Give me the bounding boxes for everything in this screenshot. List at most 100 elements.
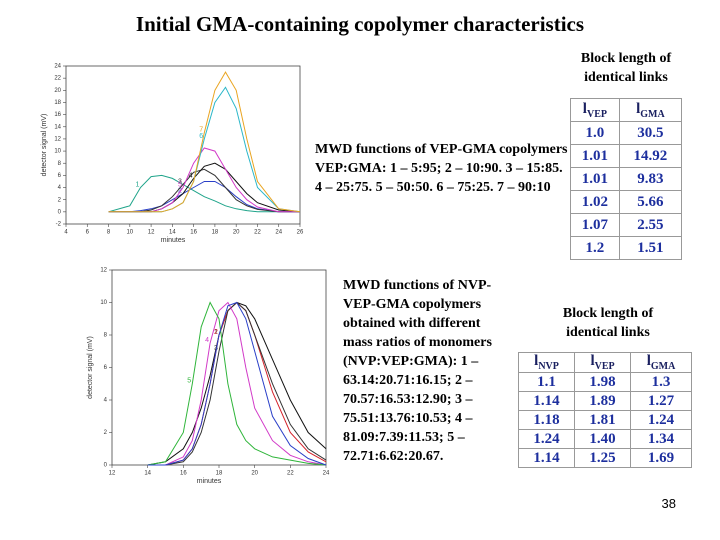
- curve-label: 3: [214, 345, 218, 352]
- cell: 1.51: [618, 236, 683, 260]
- cell: 1.07: [570, 213, 620, 237]
- cell: 1.14: [517, 448, 576, 468]
- curve: [108, 174, 300, 213]
- cell: 1.40: [574, 429, 632, 449]
- header-text: l: [636, 100, 641, 117]
- cell: 1.98: [574, 372, 632, 392]
- y-tick-label: 10: [100, 300, 107, 306]
- header-text: l: [582, 100, 587, 117]
- y-tick-label: 6: [58, 173, 62, 179]
- y-tick-label: 4: [104, 398, 108, 404]
- y-tick-label: 12: [54, 137, 61, 143]
- y-axis-label: detector signal (mV): [41, 114, 48, 177]
- curve-label: 5: [187, 378, 191, 385]
- curve-label: 4: [205, 337, 209, 344]
- x-tick-label: 8: [107, 230, 111, 236]
- curve: [147, 301, 327, 466]
- header-cell: lVEP: [574, 352, 632, 373]
- cell: 9.83: [618, 167, 683, 191]
- cell: 1.89: [574, 391, 632, 411]
- y-tick-label: 0: [104, 463, 108, 469]
- cell: 1.24: [630, 410, 692, 430]
- y-tick-label: 24: [54, 64, 61, 70]
- cell: 14.92: [618, 144, 683, 168]
- y-tick-label: 18: [54, 100, 61, 106]
- x-tick-label: 26: [297, 230, 304, 236]
- x-tick-label: 4: [64, 230, 68, 236]
- table: lVEP lGMA 1.0 30.5 1.01 14.92 1.01 9.83 1.02 5.66…: [570, 98, 683, 260]
- cell: 1.1: [517, 372, 576, 392]
- header-text: l: [534, 353, 539, 369]
- cell: 1.69: [630, 448, 692, 468]
- x-axis-label: minutes: [161, 237, 186, 244]
- caption: MWD functions of VEP-GMA copolymers VEP:…: [315, 142, 568, 195]
- x-tick-label: 12: [148, 230, 155, 236]
- curve-label: 1: [214, 329, 218, 336]
- curve: [108, 168, 300, 213]
- curve-label: 2: [214, 329, 218, 336]
- y-tick-label: 2: [58, 197, 62, 203]
- cell: 1.34: [630, 429, 692, 449]
- cell: 1.0: [570, 121, 620, 145]
- cell: 2.55: [618, 213, 683, 237]
- cell: 1.24: [517, 429, 576, 449]
- curve: [108, 71, 301, 213]
- header-text: l: [646, 353, 651, 369]
- y-tick-label: 8: [104, 333, 108, 339]
- curve-label: 7: [199, 127, 203, 134]
- page-number: 38: [661, 496, 676, 511]
- block-label: Block length of identical links: [580, 51, 672, 85]
- y-tick-label: 10: [54, 149, 61, 155]
- y-axis-label: detector signal (mV): [87, 336, 94, 399]
- y-tick-label: 2: [104, 430, 108, 436]
- x-tick-label: 6: [86, 230, 90, 236]
- plot-frame: [65, 65, 301, 225]
- curve-label: 3: [178, 178, 182, 185]
- y-tick-label: 8: [58, 161, 62, 167]
- y-tick-label: 22: [54, 76, 61, 82]
- curve-label: 6: [199, 133, 203, 140]
- x-tick-label: 16: [190, 230, 197, 236]
- curve: [147, 301, 327, 466]
- cell: 30.5: [618, 121, 683, 145]
- x-tick-label: 22: [254, 230, 261, 236]
- y-tick-label: -2: [56, 222, 62, 228]
- curve: [108, 147, 300, 213]
- block-label: Block length of identical links: [562, 306, 654, 340]
- slide-title: Initial GMA-containing copolymer charact…: [135, 12, 585, 36]
- y-tick-label: 0: [58, 209, 62, 215]
- cell: 1.3: [630, 372, 692, 392]
- header-text: l: [590, 353, 595, 369]
- x-axis-label: minutes: [197, 478, 222, 485]
- curve: [147, 301, 327, 466]
- curve-label: 5: [178, 181, 182, 188]
- curve: [147, 301, 327, 466]
- x-tick-label: 14: [169, 230, 176, 236]
- header-cell: lVEP: [570, 98, 620, 122]
- cell: 1.02: [570, 190, 620, 214]
- cell: 1.27: [630, 391, 692, 411]
- x-tick-label: 20: [233, 230, 240, 236]
- header-subscript: GMA: [650, 361, 676, 372]
- y-tick-label: 6: [104, 365, 108, 371]
- curve: [147, 301, 327, 466]
- y-tick-label: 16: [54, 112, 61, 118]
- x-tick-label: 12: [109, 471, 116, 477]
- header-cell: lGMA: [618, 98, 683, 122]
- caption: MWD functions of NVP-VEP-GMA copolymers …: [343, 278, 492, 464]
- header-subscript: NVP: [538, 361, 559, 372]
- cell: 1.01: [570, 167, 620, 191]
- x-tick-label: 18: [216, 471, 223, 477]
- header-cell: lGMA: [630, 352, 692, 373]
- x-tick-label: 22: [287, 471, 294, 477]
- header-subscript: VEP: [594, 361, 615, 372]
- x-tick-label: 20: [251, 471, 258, 477]
- header-subscript: GMA: [640, 108, 665, 120]
- y-tick-label: 14: [54, 124, 61, 130]
- cell: 1.81: [574, 410, 632, 430]
- curve: [108, 181, 300, 213]
- cell: 1.25: [574, 448, 632, 468]
- y-tick-label: 4: [58, 185, 62, 191]
- curve: [147, 301, 327, 466]
